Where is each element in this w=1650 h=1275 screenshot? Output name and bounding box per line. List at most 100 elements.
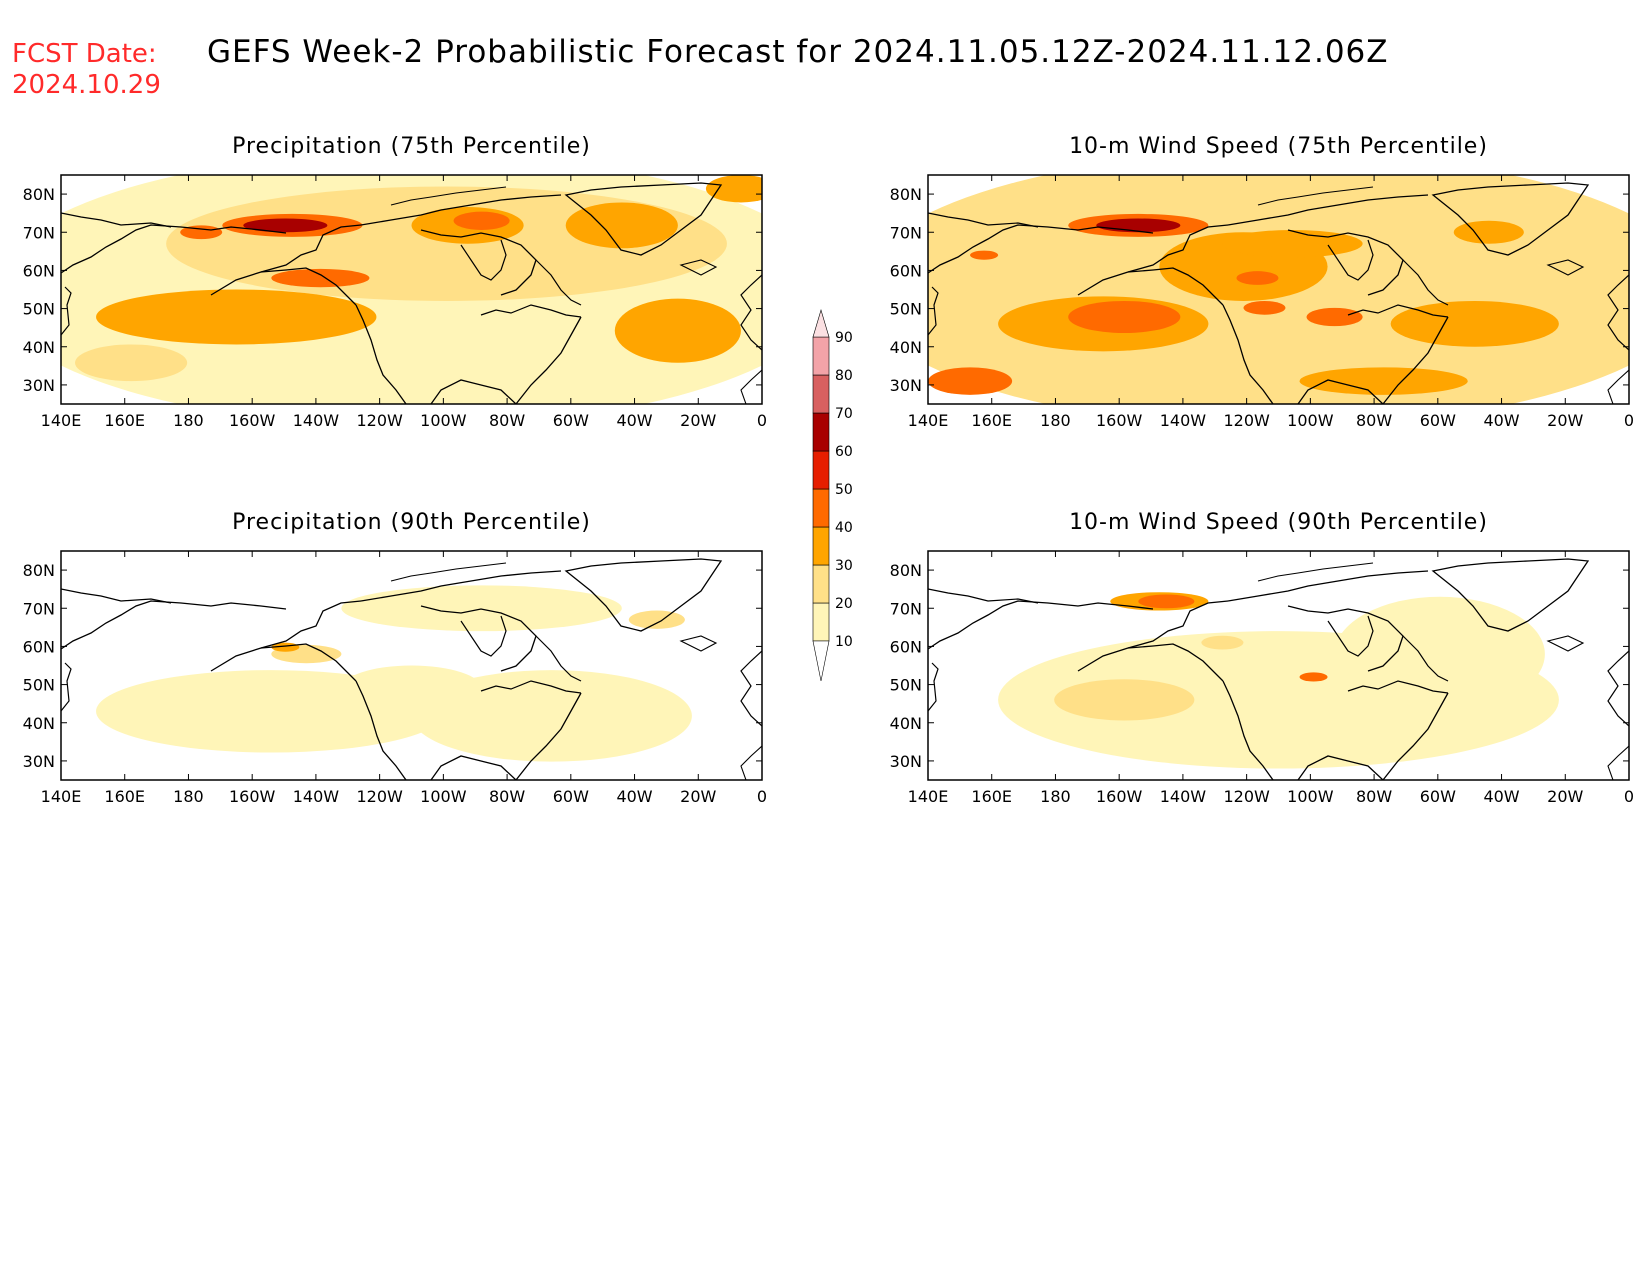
lon-tick-label: 160W <box>229 787 276 806</box>
lon-tick-label: 80W <box>1356 411 1392 430</box>
lon-tick-label: 140W <box>1160 787 1207 806</box>
lon-tick-label: 60W <box>1420 411 1456 430</box>
colorbar-label: 30 <box>835 558 853 574</box>
lon-tick-label: 100W <box>420 411 467 430</box>
lon-tick-label: 0 <box>757 787 767 806</box>
lon-tick-label: 20W <box>1547 787 1583 806</box>
probability-contour <box>565 202 678 249</box>
probability-contour <box>1334 596 1545 712</box>
map-panel-wind90: 10-m Wind Speed (90th Percentile) 140E 160… <box>890 510 1634 806</box>
probability-contour <box>928 367 1013 395</box>
map-panel-precip90: Precipitation (90th Percentile) 140E 160E 1… <box>23 510 767 806</box>
probability-contour <box>614 298 741 363</box>
map-panel-wind75: 10-m Wind Speed (75th Percentile) 140E 160… <box>890 134 1634 430</box>
lat-tick-label: 50N <box>890 300 922 319</box>
lat-tick-label: 60N <box>23 261 55 280</box>
probability-contour <box>341 665 482 712</box>
colorbar-swatch <box>812 412 830 452</box>
lon-tick-label: 160E <box>971 787 1012 806</box>
map-frame <box>60 550 763 781</box>
lat-tick-label: 70N <box>890 599 922 618</box>
lat-tick-label: 50N <box>23 676 55 695</box>
lon-tick-label: 180 <box>1040 411 1071 430</box>
lon-tick-label: 40W <box>1483 411 1519 430</box>
colorbar-label: 60 <box>835 444 853 460</box>
lon-tick-label: 160E <box>104 411 145 430</box>
panel-group: Precipitation (75th Percentile)140E 160E 1… <box>23 134 1634 806</box>
colorbar-label: 90 <box>835 330 853 346</box>
colorbar-label: 50 <box>835 482 853 498</box>
colorbar-swatch <box>812 488 830 528</box>
lon-tick-label: 160W <box>229 411 276 430</box>
probability-contour <box>1138 594 1195 609</box>
probability-contour <box>970 250 999 260</box>
panel-title: 10-m Wind Speed (90th Percentile) <box>1069 510 1488 535</box>
lon-tick-label: 80W <box>489 787 525 806</box>
lat-tick-label: 30N <box>23 376 55 395</box>
lat-tick-label: 40N <box>890 338 922 357</box>
lon-tick-label: 100W <box>1287 411 1334 430</box>
lat-tick-label: 50N <box>23 300 55 319</box>
panel-title: 10-m Wind Speed (75th Percentile) <box>1069 134 1488 159</box>
lat-tick-label: 70N <box>23 223 55 242</box>
lon-tick-label: 20W <box>1547 411 1583 430</box>
lon-tick-label: 120W <box>1223 787 1270 806</box>
shaded-field <box>928 175 1629 404</box>
probability-contour <box>1453 220 1524 244</box>
probability-contour <box>1390 300 1559 347</box>
probability-contour <box>1201 635 1244 650</box>
probability-contour <box>341 585 622 632</box>
lon-tick-label: 180 <box>1040 787 1071 806</box>
colorbar-label: 10 <box>835 634 853 650</box>
lon-tick-label: 180 <box>173 411 204 430</box>
lon-tick-label: 120W <box>1223 411 1270 430</box>
probability-contour <box>96 289 377 345</box>
lon-tick-label: 100W <box>1287 787 1334 806</box>
probability-contour <box>1243 300 1286 315</box>
lon-tick-label: 140E <box>41 787 82 806</box>
fcst-date-value: 2024.10.29 <box>12 70 161 100</box>
lat-tick-label: 70N <box>23 599 55 618</box>
colorbar: 10 20 30 40 50 60 70 80 90 <box>812 308 853 682</box>
lon-tick-label: 160W <box>1096 787 1143 806</box>
probability-contour <box>75 344 188 382</box>
lon-tick-label: 120W <box>356 411 403 430</box>
lat-tick-label: 60N <box>890 261 922 280</box>
lat-tick-label: 50N <box>890 676 922 695</box>
page-title: GEFS Week-2 Probabilistic Forecast for 2… <box>207 34 1389 70</box>
map-frame <box>60 174 763 405</box>
lat-tick-label: 60N <box>890 637 922 656</box>
lon-tick-label: 140E <box>908 411 949 430</box>
lon-tick-label: 180 <box>173 787 204 806</box>
panel-title: Precipitation (90th Percentile) <box>232 510 591 535</box>
colorbar-label: 80 <box>835 368 853 384</box>
probability-contour <box>271 268 370 288</box>
colorbar-top-triangle <box>812 308 830 338</box>
lon-tick-label: 80W <box>1356 787 1392 806</box>
panel-title: Precipitation (75th Percentile) <box>232 134 591 159</box>
colorbar-bottom-triangle <box>812 640 830 682</box>
lon-tick-label: 140W <box>293 787 340 806</box>
map-panel-precip75: Precipitation (75th Percentile) 140E 160E 1… <box>23 134 767 430</box>
lon-tick-label: 60W <box>1420 787 1456 806</box>
lon-tick-label: 0 <box>1624 787 1634 806</box>
map-frame <box>927 174 1630 405</box>
probability-contour <box>1236 271 1279 285</box>
lon-tick-label: 80W <box>489 411 525 430</box>
probability-contour <box>411 670 692 762</box>
fcst-date-label: FCST Date: <box>12 39 157 69</box>
probability-contour <box>1054 679 1195 721</box>
probability-contour <box>1306 307 1363 327</box>
lon-tick-label: 140E <box>908 787 949 806</box>
colorbar-swatch <box>812 336 830 376</box>
shaded-field <box>61 175 762 404</box>
lon-tick-label: 140W <box>1160 411 1207 430</box>
lat-tick-label: 80N <box>890 561 922 580</box>
lon-tick-label: 160E <box>971 411 1012 430</box>
probability-contour <box>628 610 685 629</box>
colorbar-swatch <box>812 526 830 566</box>
lon-tick-label: 40W <box>1483 787 1519 806</box>
lon-tick-label: 120W <box>356 787 403 806</box>
lon-tick-label: 160E <box>104 787 145 806</box>
